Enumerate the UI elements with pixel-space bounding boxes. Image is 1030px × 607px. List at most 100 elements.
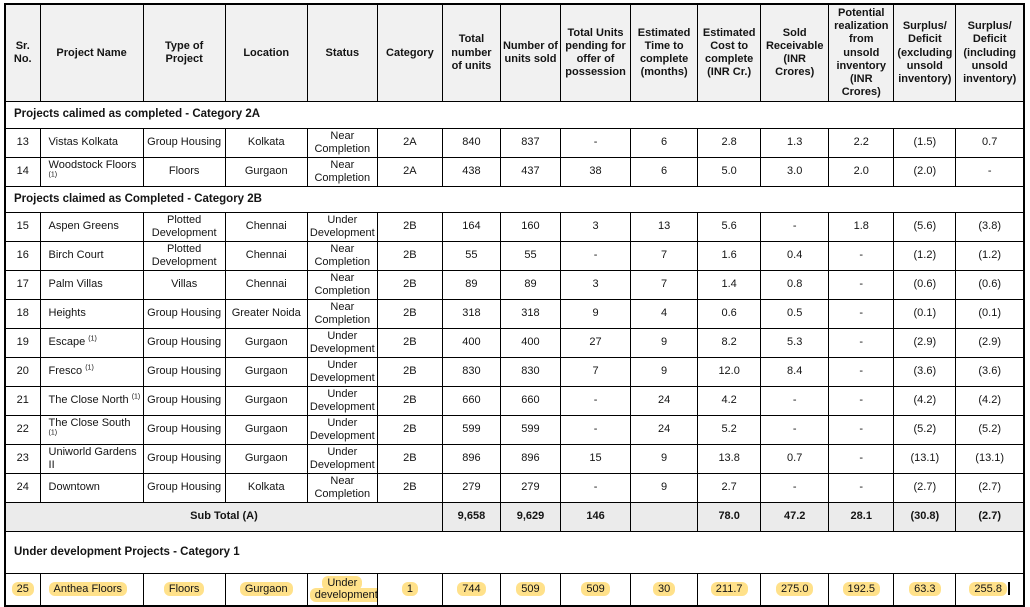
cell-value: (0.6) (893, 269, 957, 300)
highlight: 275.0 (775, 581, 814, 596)
cell-value: 599 (441, 414, 501, 445)
cell-category: 2B (376, 327, 443, 358)
cell-value: - (828, 327, 895, 358)
cell-value: (2.9) (955, 327, 1025, 358)
highlight: 63.3 (909, 581, 941, 596)
cell-value: 400 (499, 327, 562, 358)
cell-status: Near Completion (306, 472, 378, 503)
cell-value: 13.8 (697, 443, 762, 474)
cell-location: Chennai (224, 240, 308, 271)
cell-value: 660 (441, 385, 501, 416)
cell-value: 5.3 (760, 327, 830, 358)
cell-status: Under Development (306, 327, 378, 358)
cell-value: 13 (630, 211, 699, 242)
cell-value: (2.7) (955, 472, 1025, 503)
cell-value: 9 (630, 443, 699, 474)
cell-value: 2.2 (828, 127, 895, 158)
cell-project-name: Uniworld Gardens II (39, 443, 144, 474)
cell-value: 279 (499, 472, 562, 503)
column-header: Number of units sold (499, 3, 562, 103)
cell-value: (5.6) (893, 211, 957, 242)
header-row: Sr. No. Project Name Type of Project Locati… (4, 3, 1025, 103)
column-header: Sr. No. (4, 3, 41, 103)
cell-value: 830 (441, 356, 501, 387)
cell-value: 9 (630, 472, 699, 503)
cell-value: 211.7 (697, 572, 762, 607)
column-header: Potential realization from unsold invent… (828, 3, 895, 103)
cell-value: 27 (559, 327, 632, 358)
cell-sr-no: 21 (4, 385, 41, 416)
cell-value: - (760, 211, 830, 242)
footnote-marker: (1) (131, 393, 141, 401)
cell-value: 896 (441, 443, 501, 474)
cell-value: (3.6) (893, 356, 957, 387)
table-row: 22 The Close South (1) Group Housing Gurgao… (4, 414, 1025, 445)
cell-project-name: Escape (1) (39, 327, 144, 358)
highlight: Floors (163, 581, 205, 596)
cell-value: 5.2 (697, 414, 762, 445)
cell-status: Under Development (306, 414, 378, 445)
cell-value: 6 (630, 156, 699, 187)
highlight: 25 (11, 581, 34, 596)
cell-value: - (828, 472, 895, 503)
cell-category: 2A (376, 156, 443, 187)
cell-value: (2.7) (893, 472, 957, 503)
cell-value: 660 (499, 385, 562, 416)
cell-sr-no: 25 (4, 572, 41, 607)
cell-project-name: The Close North (1) (39, 385, 144, 416)
cell-project-type: Group Housing (142, 127, 226, 158)
cell-project-type: Floors (142, 156, 226, 187)
cell-location: Gurgaon (224, 327, 308, 358)
cell-category: 2B (376, 443, 443, 474)
cell-value: (0.1) (893, 298, 957, 329)
cell-project-name: Vistas Kolkata (39, 127, 144, 158)
cell-value: 9 (630, 327, 699, 358)
cell-project-name: The Close South (1) (39, 414, 144, 445)
cell-category: 2A (376, 127, 443, 158)
highlight: 192.5 (842, 581, 881, 596)
cell-location: Greater Noida (224, 298, 308, 329)
cell-value: 3 (559, 211, 632, 242)
subtotal-value: 28.1 (828, 501, 895, 532)
cell-value: 4.2 (697, 385, 762, 416)
cell-value: 1.8 (828, 211, 895, 242)
cell-location: Gurgaon (224, 156, 308, 187)
column-header: Estimated Cost to complete (INR Cr.) (697, 3, 762, 103)
cell-value: - (828, 385, 895, 416)
column-header: Status (306, 3, 378, 103)
cell-value: 509 (499, 572, 562, 607)
cell-project-type: Group Housing (142, 414, 226, 445)
cell-sr-no: 16 (4, 240, 41, 271)
cell-project-type: Group Housing (142, 327, 226, 358)
footnote-marker: (1) (88, 335, 97, 343)
table-row: 14 Woodstock Floors (1) Floors Gurgaon Near … (4, 156, 1025, 187)
highlight: 30 (652, 581, 676, 596)
cell-value: - (559, 240, 632, 271)
cell-value: - (828, 298, 895, 329)
cell-value: 4 (630, 298, 699, 329)
cell-category: 2B (376, 298, 443, 329)
cell-value: - (828, 414, 895, 445)
section-row: Under development Projects - Category 1 (4, 530, 1025, 574)
cell-project-name: Woodstock Floors (1) (39, 156, 144, 187)
cell-status: Near Completion (306, 156, 378, 187)
cell-value: 89 (499, 269, 562, 300)
cell-value: 744 (441, 572, 501, 607)
cell-value: (1.2) (893, 240, 957, 271)
cell-value: 438 (441, 156, 501, 187)
cell-category: 2B (376, 240, 443, 271)
cell-location: Kolkata (224, 127, 308, 158)
cell-value: (2.0) (893, 156, 957, 187)
cell-value: 38 (559, 156, 632, 187)
cell-value: (5.2) (955, 414, 1025, 445)
table-body: Projects calimed as completed - Category… (4, 101, 1025, 607)
highlight: Gurgaon (239, 581, 293, 596)
table-row: 15 Aspen Greens Plotted Development Chennai… (4, 211, 1025, 242)
section-title: Projects calimed as completed - Category… (4, 101, 1025, 129)
column-header: Project Name (39, 3, 144, 103)
highlight: 509 (516, 581, 545, 596)
cell-value: 6 (630, 127, 699, 158)
cell-sr-no: 14 (4, 156, 41, 187)
subtotal-value: (2.7) (955, 501, 1025, 532)
footnote-marker: (1) (85, 364, 94, 372)
